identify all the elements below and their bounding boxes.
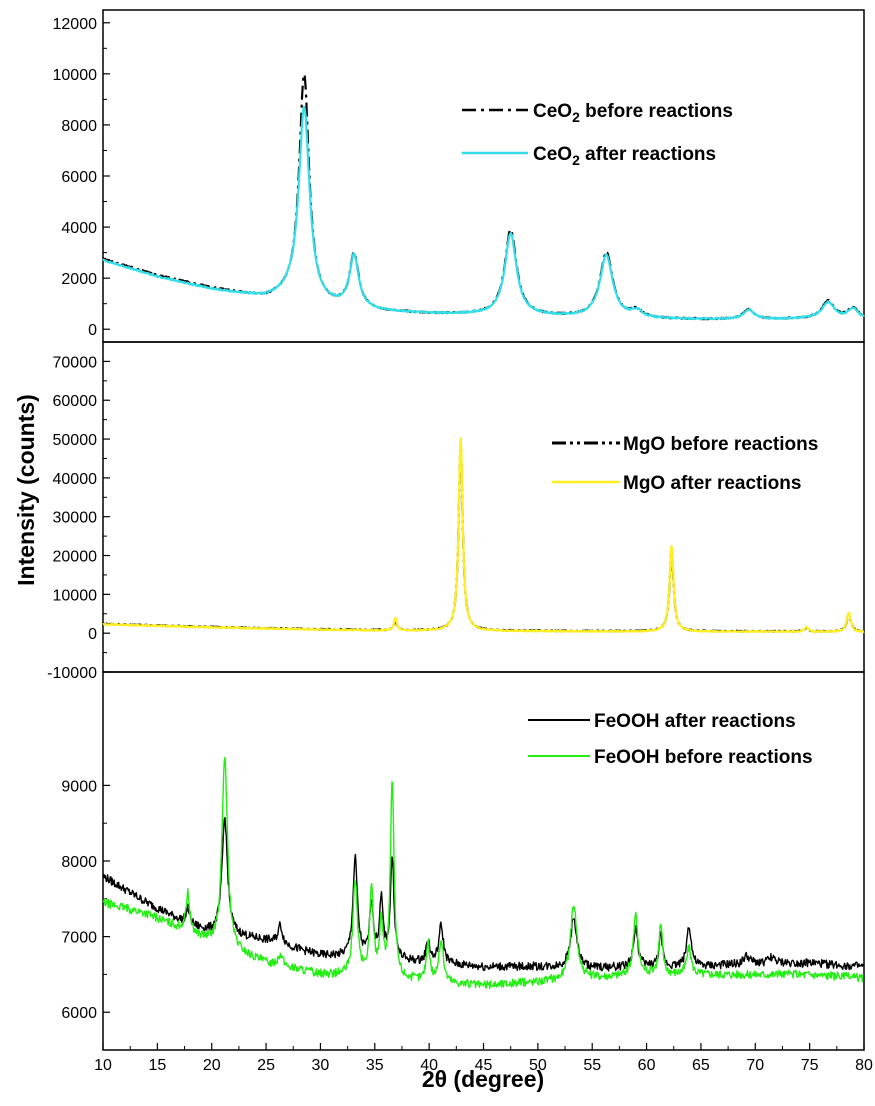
panel-mgo: -10000 0 10000 20000 30000 40000 50000 60000 700… xyxy=(47,341,865,682)
y-tick-label: 10000 xyxy=(53,587,98,604)
x-tick-label: 65 xyxy=(692,1057,710,1074)
panel-ceo2-frame xyxy=(102,9,865,343)
series-line-mgo-0 xyxy=(102,440,865,633)
y-tick-label: 20000 xyxy=(53,549,98,566)
panel-feooh: 6000 7000 8000 9000 FeOOH after reactions F… xyxy=(61,671,865,1051)
panel-ceo2-series xyxy=(102,73,865,321)
x-tick-label: 75 xyxy=(801,1057,819,1074)
panel-feooh-y-ticks: 6000 7000 8000 9000 xyxy=(61,778,110,1022)
y-tick-label: 40000 xyxy=(53,471,98,488)
legend-label-feooh-before: FeOOH before reactions xyxy=(594,747,813,768)
y-tick-label: 6000 xyxy=(61,1005,97,1022)
y-tick-label: 2000 xyxy=(61,271,97,288)
y-tick-label: 50000 xyxy=(53,432,98,449)
y-tick-label: 30000 xyxy=(53,510,98,527)
legend-label-feooh-after: FeOOH after reactions xyxy=(594,711,796,732)
y-tick-label: -10000 xyxy=(47,665,97,682)
legend-ceo2: CeO2 before reactions CeO2 after reactio… xyxy=(462,101,733,168)
panel-mgo-y-ticks: -10000 0 10000 20000 30000 40000 50000 60000 700… xyxy=(47,354,110,682)
legend-item-ceo2-before: CeO2 before reactions xyxy=(462,101,733,125)
y-tick-label: 8000 xyxy=(61,854,97,871)
y-tick-label: 70000 xyxy=(53,354,98,371)
legend-mgo: MgO before reactions MgO after reactions xyxy=(552,434,818,494)
x-tick-label: 25 xyxy=(257,1057,275,1074)
x-tick-label: 70 xyxy=(746,1057,764,1074)
y-tick-label: 4000 xyxy=(61,220,97,237)
series-line-mgo-1 xyxy=(102,437,865,634)
legend-item-mgo-after: MgO after reactions xyxy=(552,473,801,494)
panel-mgo-frame xyxy=(102,341,865,673)
legend-label-ceo2-before: CeO2 before reactions xyxy=(533,101,733,125)
legend-item-ceo2-after: CeO2 after reactions xyxy=(462,144,716,168)
x-tick-label: 20 xyxy=(203,1057,221,1074)
y-tick-label: 7000 xyxy=(61,930,97,947)
panel-feooh-series xyxy=(102,756,865,990)
x-tick-label: 45 xyxy=(475,1057,493,1074)
legend-label-ceo2-after: CeO2 after reactions xyxy=(533,144,716,168)
legend-label-mgo-before: MgO before reactions xyxy=(623,434,818,455)
y-tick-label: 6000 xyxy=(61,169,97,186)
x-tick-label: 10 xyxy=(94,1057,112,1074)
y-tick-label: 10000 xyxy=(53,67,98,84)
x-axis-ticks: 10 15 20 25 30 35 40 45 50 55 60 65 70 75 80 xyxy=(94,1043,873,1074)
legend-item-mgo-before: MgO before reactions xyxy=(552,434,818,455)
series-line-feooh-1 xyxy=(102,756,864,990)
x-tick-label: 15 xyxy=(148,1057,166,1074)
x-tick-label: 60 xyxy=(638,1057,656,1074)
x-tick-label: 30 xyxy=(312,1057,330,1074)
y-tick-label: 8000 xyxy=(61,118,97,135)
y-tick-label: 0 xyxy=(88,626,97,643)
x-tick-label: 40 xyxy=(420,1057,438,1074)
legend-label-mgo-after: MgO after reactions xyxy=(623,473,801,494)
legend-item-feooh-before: FeOOH before reactions xyxy=(528,747,813,768)
legend-feooh: FeOOH after reactions FeOOH before react… xyxy=(528,711,813,768)
x-tick-label: 80 xyxy=(855,1057,873,1074)
panel-mgo-series xyxy=(102,437,865,634)
y-tick-label: 12000 xyxy=(53,16,98,33)
panel-ceo2-y-ticks: 0 2000 4000 6000 8000 10000 12000 xyxy=(53,16,110,339)
y-tick-label: 0 xyxy=(88,322,97,339)
y-axis-title: Intensity (counts) xyxy=(13,394,39,586)
x-tick-label: 50 xyxy=(529,1057,547,1074)
series-line-ceo2-1 xyxy=(102,105,865,321)
x-tick-label: 55 xyxy=(583,1057,601,1074)
legend-item-feooh-after: FeOOH after reactions xyxy=(528,711,796,732)
series-line-feooh-0 xyxy=(102,816,865,972)
x-axis-title: 2θ (degree) xyxy=(422,1066,544,1092)
panel-ceo2: 0 2000 4000 6000 8000 10000 12000 CeO2 before … xyxy=(53,9,865,343)
y-tick-label: 60000 xyxy=(53,393,98,410)
y-tick-label: 9000 xyxy=(61,778,97,795)
x-tick-label: 35 xyxy=(366,1057,384,1074)
